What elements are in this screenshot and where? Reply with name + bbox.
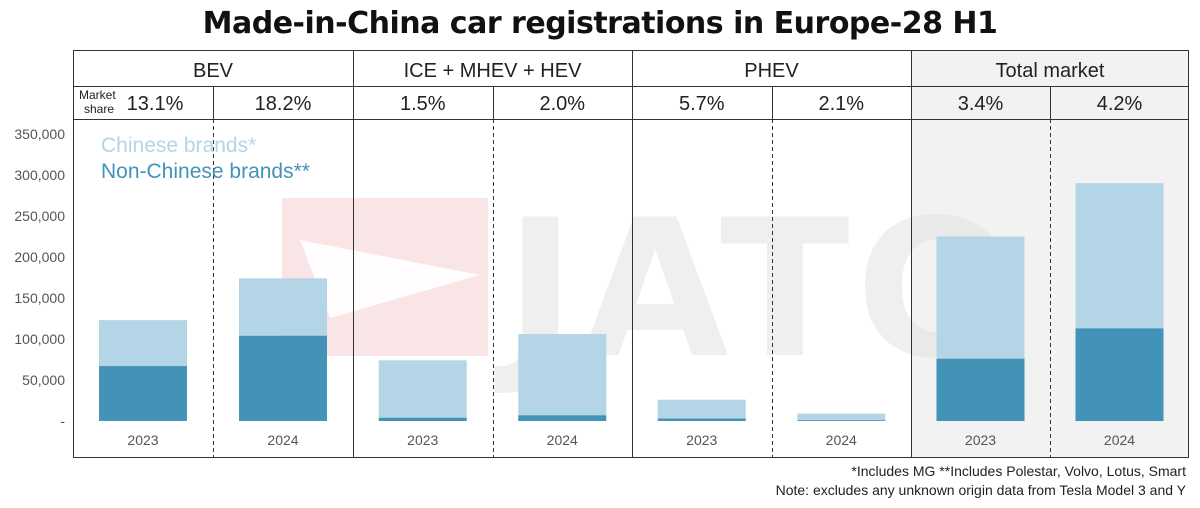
group-header: PHEV — [744, 60, 799, 82]
bar-non-chinese-brands — [657, 418, 746, 421]
footnotes: *Includes MG **Includes Polestar, Volvo,… — [776, 462, 1186, 500]
group-header: Total market — [996, 60, 1105, 82]
legend-non-chinese-brands: Non-Chinese brands** — [101, 160, 310, 183]
x-tick-label: 2023 — [127, 432, 158, 448]
bar-chinese-brands — [1075, 183, 1164, 329]
bar-chinese-brands — [657, 399, 746, 419]
bar-chinese-brands — [239, 278, 327, 336]
y-tick-label: 150,000 — [14, 290, 65, 306]
market-share-value: 13.1% — [127, 93, 184, 115]
x-tick-label: 2024 — [267, 432, 298, 448]
legend-chinese-brands: Chinese brands* — [101, 134, 256, 157]
bar-chinese-brands — [797, 413, 886, 421]
bar-non-chinese-brands — [936, 358, 1025, 421]
y-tick-label: - — [60, 413, 65, 429]
watermark-logo-arrow — [300, 240, 480, 318]
table-grid — [73, 50, 1189, 458]
market-share-label: Market — [79, 88, 116, 102]
group-header: BEV — [193, 60, 234, 82]
market-share-value: 3.4% — [958, 93, 1004, 115]
bar-non-chinese-brands — [518, 415, 607, 421]
market-share-value: 5.7% — [679, 93, 725, 115]
market-share-value: 1.5% — [400, 93, 446, 115]
x-tick-label: 2024 — [1104, 432, 1135, 448]
bar-non-chinese-brands — [239, 335, 327, 421]
market-share-value: 18.2% — [255, 93, 312, 115]
market-share-value: 2.1% — [818, 93, 864, 115]
bar-chinese-brands — [518, 334, 607, 416]
bar-non-chinese-brands — [797, 420, 886, 421]
x-tick-label: 2023 — [686, 432, 717, 448]
x-tick-label: 2023 — [965, 432, 996, 448]
bar-chinese-brands — [936, 236, 1025, 359]
bar-non-chinese-brands — [378, 417, 467, 421]
x-tick-label: 2024 — [826, 432, 857, 448]
market-share-label: share — [84, 102, 114, 116]
group-header: ICE + MHEV + HEV — [404, 60, 582, 82]
legend: Chinese brands* Non-Chinese brands** — [101, 134, 310, 183]
x-tick-label: 2023 — [407, 432, 438, 448]
x-tick-label: 2024 — [547, 432, 578, 448]
y-tick-label: 100,000 — [14, 331, 65, 347]
bar-chinese-brands — [99, 320, 187, 367]
market-share-value: 2.0% — [539, 93, 585, 115]
y-tick-label: 300,000 — [14, 167, 65, 183]
y-tick-label: 200,000 — [14, 249, 65, 265]
y-tick-label: 250,000 — [14, 208, 65, 224]
bar-non-chinese-brands — [99, 366, 187, 421]
y-tick-label: 50,000 — [22, 372, 65, 388]
table-border — [73, 50, 1189, 458]
footnote-exclusion: Note: excludes any unknown origin data f… — [775, 482, 1186, 498]
market-share-value: 4.2% — [1097, 93, 1143, 115]
y-tick-label: 350,000 — [14, 126, 65, 142]
bar-chinese-brands — [378, 360, 467, 418]
chart-title: Made-in-China car registrations in Europ… — [202, 6, 998, 41]
footnote-brands: *Includes MG **Includes Polestar, Volvo,… — [851, 463, 1186, 479]
y-axis: - 50,000 100,000 150,000 200,000 250,000 300,0… — [14, 126, 65, 429]
bar-non-chinese-brands — [1075, 328, 1164, 421]
